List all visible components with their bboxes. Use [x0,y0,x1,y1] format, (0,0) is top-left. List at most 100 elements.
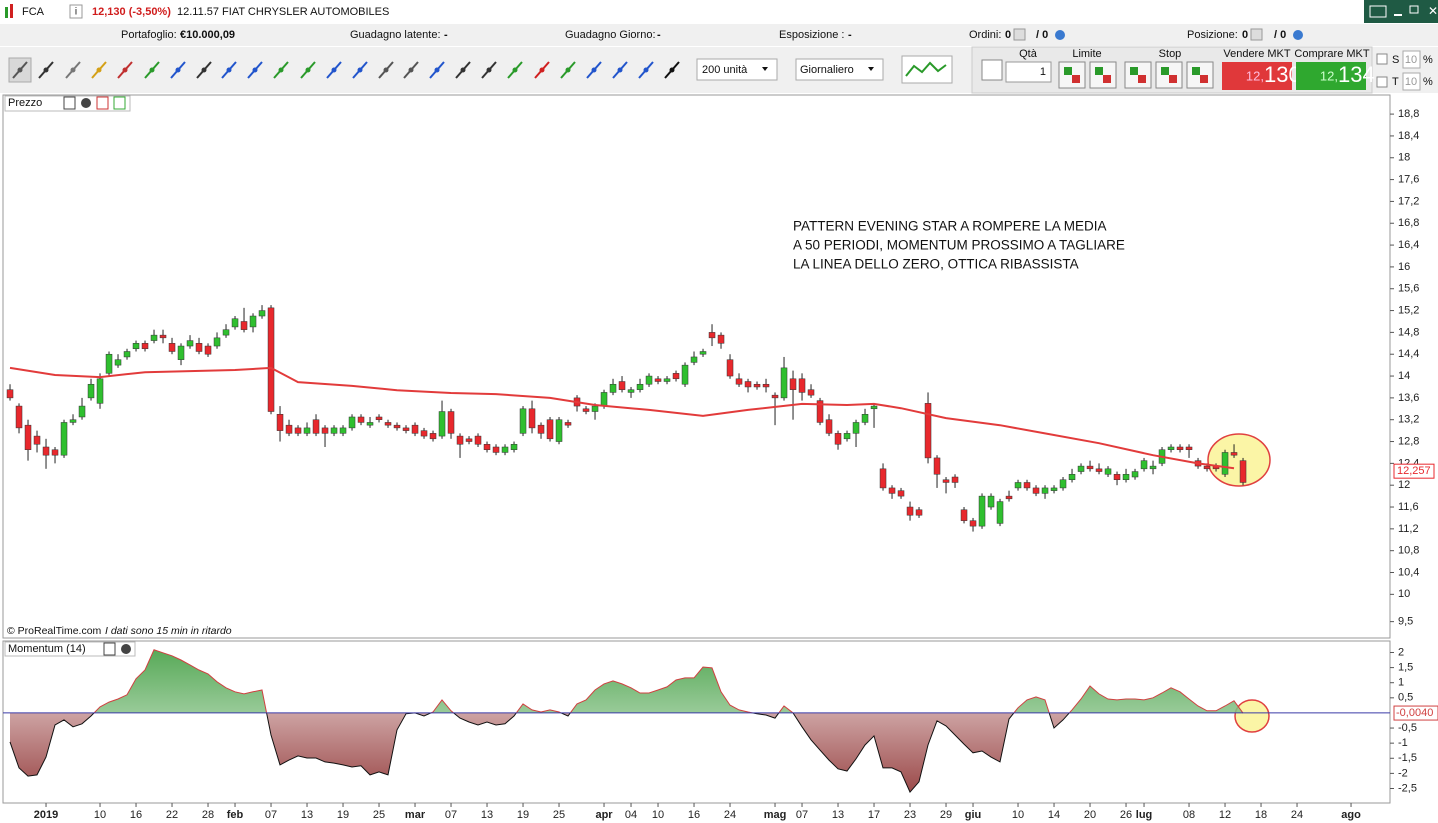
candle-body [618,381,626,390]
y-tick-label: 17,6 [1398,173,1419,185]
orders-icon[interactable] [1013,28,1026,41]
x-tick-label: 10 [652,809,664,821]
orders-gear[interactable] [1055,30,1065,40]
tool-icon-dot [331,67,337,73]
period-select[interactable] [795,58,884,81]
candle-body [303,427,311,434]
s-input[interactable] [1402,50,1421,69]
x-tick-label: 17 [868,809,880,821]
candle-body [339,427,347,434]
candle-body [420,430,428,437]
candle-body [105,353,113,374]
chart-style-button[interactable] [901,55,953,84]
y-tick-label: 9,5 [1398,616,1413,628]
x-tick-label: 24 [1291,809,1303,821]
panel-buttons[interactable] [103,642,131,656]
candle-body [1131,471,1139,478]
info-button[interactable] [69,4,83,19]
candle-body [564,422,572,426]
candle-body [33,435,41,445]
x-tick-label: 28 [202,809,214,821]
dropdown-arrow [762,67,768,71]
account-label: Guadagno Giorno: [565,29,656,41]
window-buttons[interactable]: ✕ [1369,4,1438,18]
t-checkbox[interactable] [1376,76,1388,88]
candle-body [204,345,212,355]
candle-body [861,414,869,423]
tool-icon-dot [383,67,389,73]
y-tick-label: -0,5 [1398,722,1417,734]
t-input[interactable] [1402,72,1421,91]
candle-body [1077,465,1085,472]
x-tick-label: 04 [625,809,637,821]
y-tick-label: 18 [1398,152,1410,164]
candle-body [24,424,32,450]
y-tick-label: 11,2 [1398,523,1419,535]
order-type-button[interactable] [1155,61,1183,89]
candle-body [636,383,644,390]
dropdown-arrow [868,67,874,71]
orders-count: 0 [1005,29,1011,41]
candle-body [285,424,293,434]
candle-body [906,506,914,516]
qty-input[interactable] [1005,61,1052,83]
quantity-select[interactable] [696,58,778,81]
candle-body [492,446,500,453]
candle-body [933,457,941,475]
order-type-button[interactable] [1089,61,1117,89]
candle-body [1239,460,1247,483]
window-controls [1364,0,1438,23]
order-type-button[interactable] [1186,61,1214,89]
y-tick-label: 16,8 [1398,217,1419,229]
candle-body [609,383,617,393]
tool-icon-dot [357,67,363,73]
account-label: Esposizione : [779,29,844,41]
candle-body [735,378,743,385]
x-tick-label: 10 [1012,809,1024,821]
position-gear[interactable] [1293,30,1303,40]
candle-body [816,400,824,423]
s-pct: % [1423,54,1433,66]
tool-icon-dot [305,67,311,73]
candle-body [1050,487,1058,491]
candle-body [312,419,320,434]
tool-icon-dot [278,67,284,73]
sell-button[interactable] [1222,62,1292,90]
y-tick-label: 15,2 [1398,304,1419,316]
candle-body [915,509,923,516]
candle-body [1014,482,1022,489]
x-tick-label: mag [764,809,787,821]
candle-body [357,416,365,423]
candle-body [744,381,752,388]
candle-body [1176,446,1184,450]
candle-body [978,495,986,527]
y-tick-label: 12 [1398,479,1410,491]
candle-body [879,468,887,489]
y-tick-label: 13,2 [1398,414,1419,426]
x-tick-label: 08 [1183,809,1195,821]
candle-body [1185,446,1193,450]
x-tick-label: 07 [445,809,457,821]
candle-body [78,405,86,418]
candle-body [681,364,689,385]
y-tick-label: -2,5 [1398,782,1417,794]
position-icon[interactable] [1250,28,1263,41]
candle-body [87,383,95,399]
settings-button[interactable] [981,59,1003,81]
tool-icon-dot [565,67,571,73]
candle-body [627,389,635,393]
close-x: ✕ [1428,4,1438,18]
candle-body [132,343,140,350]
x-tick-label: 25 [373,809,385,821]
x-tick-label: 24 [724,809,736,821]
buy-button[interactable] [1296,62,1366,90]
s-checkbox[interactable] [1376,53,1388,65]
y-tick-label: 14,4 [1398,348,1419,360]
account-value: - [657,29,661,41]
candle-body [1221,452,1229,475]
candle-body [60,422,68,456]
position-total: / 0 [1274,29,1286,41]
last-price-box [1393,463,1435,479]
highlight-circle [1234,699,1270,733]
panel-buttons[interactable] [63,96,126,110]
